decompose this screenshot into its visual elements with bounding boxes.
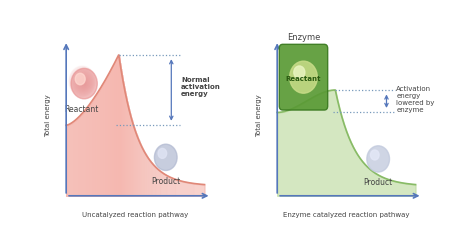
Text: Normal
activation
energy: Normal activation energy: [181, 77, 221, 97]
Circle shape: [367, 146, 390, 172]
Circle shape: [75, 73, 85, 85]
Text: Enzyme catalyzed reaction pathway: Enzyme catalyzed reaction pathway: [283, 212, 410, 218]
Circle shape: [76, 74, 90, 90]
Text: Total energy: Total energy: [256, 94, 262, 137]
Circle shape: [70, 67, 94, 96]
Circle shape: [78, 77, 89, 89]
Circle shape: [72, 70, 93, 94]
Circle shape: [73, 71, 92, 93]
Circle shape: [75, 73, 91, 91]
Circle shape: [79, 78, 88, 88]
Circle shape: [71, 68, 97, 99]
Circle shape: [74, 72, 91, 92]
Circle shape: [83, 83, 85, 84]
Text: Total energy: Total energy: [46, 94, 51, 137]
Circle shape: [158, 148, 167, 158]
Circle shape: [82, 80, 86, 86]
Circle shape: [71, 68, 94, 95]
Text: Uncatalyzed reaction pathway: Uncatalyzed reaction pathway: [82, 212, 189, 218]
Text: Reactant: Reactant: [64, 105, 99, 114]
Circle shape: [80, 79, 87, 87]
Circle shape: [155, 144, 177, 170]
FancyBboxPatch shape: [279, 44, 328, 110]
Circle shape: [77, 76, 89, 90]
Text: Enzyme: Enzyme: [287, 33, 320, 42]
Text: Product: Product: [364, 178, 393, 188]
Text: Product: Product: [151, 177, 181, 186]
Circle shape: [82, 82, 85, 85]
Circle shape: [69, 66, 95, 97]
Text: Activation
energy
lowered by
enzyme: Activation energy lowered by enzyme: [396, 86, 435, 113]
Text: Reactant: Reactant: [286, 76, 321, 82]
Circle shape: [290, 61, 317, 93]
Circle shape: [371, 150, 379, 160]
Circle shape: [294, 66, 305, 79]
